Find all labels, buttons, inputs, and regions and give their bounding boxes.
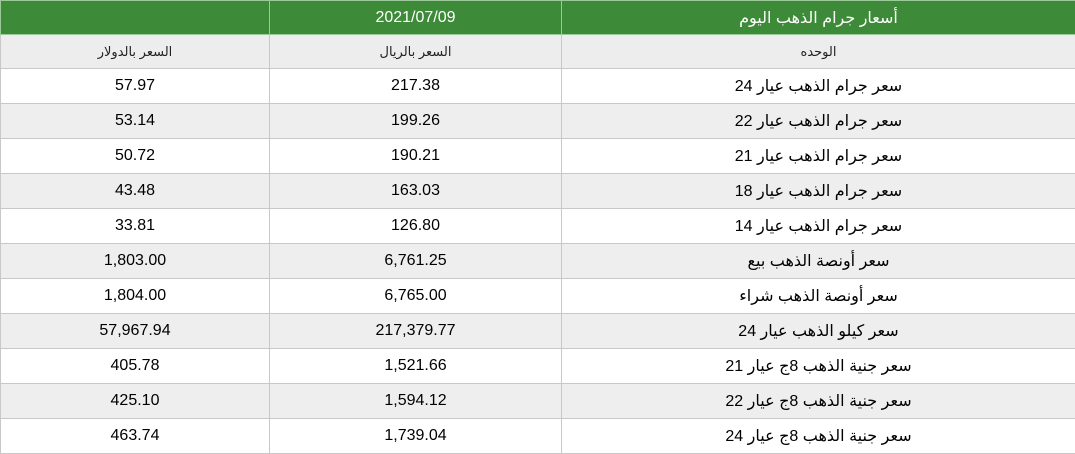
header-blank-cell bbox=[1, 1, 270, 35]
price-sar-cell: 163.03 bbox=[270, 174, 562, 209]
table-row: 53.14 199.26 سعر جرام الذهب عيار 22 bbox=[1, 104, 1075, 139]
price-sar-cell: 6,765.00 bbox=[270, 279, 562, 314]
price-usd-cell: 1,804.00 bbox=[1, 279, 270, 314]
table-row: 425.10 1,594.12 سعر جنية الذهب 8ج عيار 2… bbox=[1, 384, 1075, 419]
price-sar-cell: 190.21 bbox=[270, 139, 562, 174]
price-usd-cell: 33.81 bbox=[1, 209, 270, 244]
unit-cell: سعر أونصة الذهب بيع bbox=[562, 244, 1075, 279]
table-row: 50.72 190.21 سعر جرام الذهب عيار 21 bbox=[1, 139, 1075, 174]
table-row: 1,803.00 6,761.25 سعر أونصة الذهب بيع bbox=[1, 244, 1075, 279]
unit-cell: سعر جرام الذهب عيار 14 bbox=[562, 209, 1075, 244]
table-row: 1,804.00 6,765.00 سعر أونصة الذهب شراء bbox=[1, 279, 1075, 314]
table-title: أسعار جرام الذهب اليوم bbox=[562, 1, 1075, 35]
header-date: 2021/07/09 bbox=[270, 1, 562, 35]
unit-cell: سعر جرام الذهب عيار 22 bbox=[562, 104, 1075, 139]
price-sar-cell: 217.38 bbox=[270, 69, 562, 104]
unit-cell: سعر جرام الذهب عيار 24 bbox=[562, 69, 1075, 104]
price-usd-cell: 463.74 bbox=[1, 419, 270, 454]
price-usd-cell: 57,967.94 bbox=[1, 314, 270, 349]
column-header-unit: الوحده bbox=[562, 35, 1075, 69]
price-sar-cell: 6,761.25 bbox=[270, 244, 562, 279]
table-row: 463.74 1,739.04 سعر جنية الذهب 8ج عيار 2… bbox=[1, 419, 1075, 454]
table-row: 43.48 163.03 سعر جرام الذهب عيار 18 bbox=[1, 174, 1075, 209]
price-usd-cell: 425.10 bbox=[1, 384, 270, 419]
price-sar-cell: 199.26 bbox=[270, 104, 562, 139]
column-header-sar: السعر بالريال bbox=[270, 35, 562, 69]
unit-cell: سعر جنية الذهب 8ج عيار 24 bbox=[562, 419, 1075, 454]
price-sar-cell: 126.80 bbox=[270, 209, 562, 244]
unit-cell: سعر جرام الذهب عيار 21 bbox=[562, 139, 1075, 174]
table-row: 57.97 217.38 سعر جرام الذهب عيار 24 bbox=[1, 69, 1075, 104]
table-row: 57,967.94 217,379.77 سعر كيلو الذهب عيار… bbox=[1, 314, 1075, 349]
table-row: 405.78 1,521.66 سعر جنية الذهب 8ج عيار 2… bbox=[1, 349, 1075, 384]
price-sar-cell: 217,379.77 bbox=[270, 314, 562, 349]
price-usd-cell: 50.72 bbox=[1, 139, 270, 174]
price-usd-cell: 405.78 bbox=[1, 349, 270, 384]
price-usd-cell: 53.14 bbox=[1, 104, 270, 139]
unit-cell: سعر أونصة الذهب شراء bbox=[562, 279, 1075, 314]
table-title-row: 2021/07/09 أسعار جرام الذهب اليوم bbox=[1, 1, 1075, 35]
price-sar-cell: 1,594.12 bbox=[270, 384, 562, 419]
unit-cell: سعر كيلو الذهب عيار 24 bbox=[562, 314, 1075, 349]
price-usd-cell: 57.97 bbox=[1, 69, 270, 104]
column-header-row: السعر بالدولار السعر بالريال الوحده bbox=[1, 35, 1075, 69]
unit-cell: سعر جرام الذهب عيار 18 bbox=[562, 174, 1075, 209]
price-sar-cell: 1,739.04 bbox=[270, 419, 562, 454]
price-usd-cell: 43.48 bbox=[1, 174, 270, 209]
table-row: 33.81 126.80 سعر جرام الذهب عيار 14 bbox=[1, 209, 1075, 244]
unit-cell: سعر جنية الذهب 8ج عيار 22 bbox=[562, 384, 1075, 419]
price-sar-cell: 1,521.66 bbox=[270, 349, 562, 384]
unit-cell: سعر جنية الذهب 8ج عيار 21 bbox=[562, 349, 1075, 384]
column-header-usd: السعر بالدولار bbox=[1, 35, 270, 69]
price-usd-cell: 1,803.00 bbox=[1, 244, 270, 279]
